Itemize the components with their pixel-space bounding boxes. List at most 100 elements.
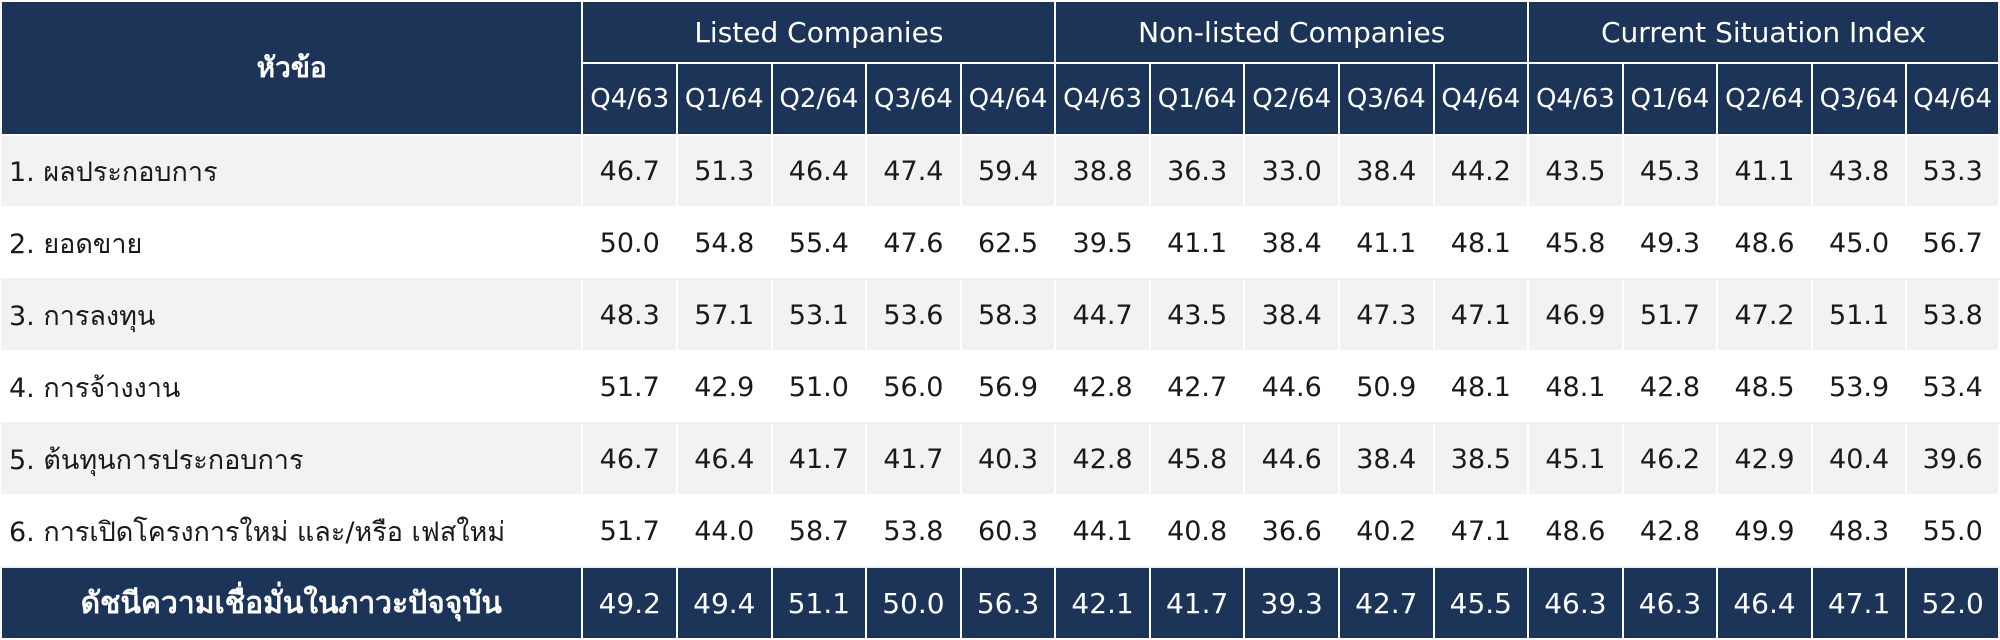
- value-cell: 44.7: [1055, 279, 1151, 352]
- value-cell: 41.1: [1338, 207, 1435, 280]
- value-cell: 47.6: [866, 207, 962, 280]
- value-cell: 51.7: [582, 351, 679, 424]
- value-cell: 42.9: [677, 351, 773, 424]
- value-cell: 46.2: [1622, 423, 1719, 496]
- value-cell: 42.8: [1055, 351, 1151, 424]
- value-cell: 50.9: [1338, 351, 1435, 424]
- value-cell: 51.0: [771, 351, 868, 424]
- row-label: 1. ผลประกอบการ: [1, 135, 584, 208]
- value-cell: 58.3: [960, 279, 1057, 352]
- group-header-current-index: Current Situation Index: [1527, 0, 2000, 64]
- value-cell: 53.6: [866, 279, 962, 352]
- quarter-header: Q4/64: [959, 62, 1057, 136]
- value-cell: 41.1: [1717, 135, 1813, 208]
- value-cell: 36.6: [1244, 495, 1340, 568]
- value-cell: 49.9: [1717, 495, 1813, 568]
- value-cell: 42.8: [1055, 423, 1151, 496]
- value-cell: 36.3: [1149, 135, 1246, 208]
- value-cell: 50.0: [865, 566, 962, 640]
- value-cell: 41.1: [1149, 207, 1246, 280]
- table-row: 5. ต้นทุนการประกอบการ 46.7 46.4 41.7 41.7 40.…: [1, 423, 2000, 496]
- table-row: 2. ยอดขาย 50.0 54.8 55.4 47.6 62.5 39.5 41.1 38.…: [1, 207, 2000, 280]
- value-cell: 41.7: [771, 423, 868, 496]
- row-label: ดัชนีความเชื่อมั่นในภาวะปัจจุบัน: [0, 566, 584, 640]
- value-cell: 49.2: [581, 566, 679, 640]
- value-cell: 48.1: [1433, 207, 1530, 280]
- value-cell: 53.3: [1906, 135, 2000, 208]
- value-cell: 57.1: [677, 279, 773, 352]
- value-cell: 45.3: [1622, 135, 1719, 208]
- quarter-header: Q2/64: [1716, 62, 1813, 136]
- value-cell: 40.8: [1149, 495, 1246, 568]
- value-cell: 40.2: [1338, 495, 1435, 568]
- group-header-non-listed: Non-listed Companies: [1054, 0, 1530, 64]
- row-label: 2. ยอดขาย: [1, 207, 584, 280]
- value-cell: 38.8: [1055, 135, 1151, 208]
- value-cell: 46.9: [1528, 279, 1624, 352]
- value-cell: 53.9: [1811, 351, 1908, 424]
- value-cell: 46.7: [582, 135, 679, 208]
- value-cell: 55.0: [1906, 495, 2000, 568]
- value-cell: 51.7: [1622, 279, 1719, 352]
- value-cell: 44.6: [1244, 423, 1340, 496]
- table-body: 1. ผลประกอบการ 46.7 51.3 46.4 47.4 59.4 38.8 36…: [0, 135, 2000, 640]
- quarter-header: Q3/64: [1337, 62, 1435, 136]
- value-cell: 47.1: [1810, 566, 1908, 640]
- value-cell: 47.1: [1433, 279, 1530, 352]
- value-cell: 45.0: [1811, 207, 1908, 280]
- value-cell: 52.0: [1905, 566, 2000, 640]
- value-cell: 56.7: [1906, 207, 2000, 280]
- value-cell: 46.4: [771, 135, 868, 208]
- value-cell: 49.4: [676, 566, 773, 640]
- value-cell: 59.4: [960, 135, 1057, 208]
- value-cell: 46.3: [1621, 566, 1719, 640]
- value-cell: 62.5: [960, 207, 1057, 280]
- group-header-listed: Listed Companies: [581, 0, 1057, 64]
- value-cell: 40.3: [960, 423, 1057, 496]
- value-cell: 51.3: [677, 135, 773, 208]
- quarter-header: Q4/64: [1432, 62, 1530, 136]
- table-row: 4. การจ้างงาน 51.7 42.9 51.0 56.0 56.9 42.8 42.…: [1, 351, 2000, 424]
- quarter-header: Q4/63: [1054, 62, 1151, 136]
- value-cell: 39.3: [1243, 566, 1340, 640]
- value-cell: 58.7: [771, 495, 868, 568]
- value-cell: 49.3: [1622, 207, 1719, 280]
- value-cell: 44.1: [1055, 495, 1151, 568]
- table-row: 3. การลงทุน 48.3 57.1 53.1 53.6 58.3 44.7 43.5 3…: [1, 279, 2000, 352]
- quarter-header: Q1/64: [1148, 62, 1246, 136]
- value-cell: 53.8: [1906, 279, 2000, 352]
- table-row: 1. ผลประกอบการ 46.7 51.3 46.4 47.4 59.4 38.8 36…: [1, 135, 2000, 208]
- value-cell: 42.9: [1717, 423, 1813, 496]
- value-cell: 42.1: [1054, 566, 1151, 640]
- value-cell: 48.6: [1528, 495, 1624, 568]
- quarter-header: Q1/64: [676, 62, 773, 136]
- value-cell: 46.4: [677, 423, 773, 496]
- value-cell: 56.0: [866, 351, 962, 424]
- quarter-header: Q4/64: [1905, 62, 2000, 136]
- value-cell: 48.5: [1717, 351, 1813, 424]
- quarter-header: Q2/64: [1243, 62, 1340, 136]
- value-cell: 43.5: [1528, 135, 1624, 208]
- value-cell: 48.1: [1528, 351, 1624, 424]
- value-cell: 47.3: [1338, 279, 1435, 352]
- value-cell: 47.2: [1717, 279, 1813, 352]
- value-cell: 47.4: [866, 135, 962, 208]
- quarter-header: Q4/63: [1527, 62, 1624, 136]
- value-cell: 56.3: [959, 566, 1057, 640]
- value-cell: 51.1: [1811, 279, 1908, 352]
- row-label: 3. การลงทุน: [1, 279, 584, 352]
- value-cell: 56.9: [960, 351, 1057, 424]
- value-cell: 46.7: [582, 423, 679, 496]
- total-row: ดัชนีความเชื่อมั่นในภาวะปัจจุบัน 49.2 49.4…: [0, 566, 2000, 640]
- quarter-header: Q3/64: [865, 62, 962, 136]
- value-cell: 48.1: [1433, 351, 1530, 424]
- value-cell: 42.8: [1622, 495, 1719, 568]
- value-cell: 38.5: [1433, 423, 1530, 496]
- value-cell: 44.0: [677, 495, 773, 568]
- value-cell: 55.4: [771, 207, 868, 280]
- value-cell: 51.1: [770, 566, 868, 640]
- row-label: 6. การเปิดโครงการใหม่ และ/หรือ เฟสใหม่: [1, 495, 584, 568]
- value-cell: 43.5: [1149, 279, 1246, 352]
- value-cell: 53.8: [866, 495, 962, 568]
